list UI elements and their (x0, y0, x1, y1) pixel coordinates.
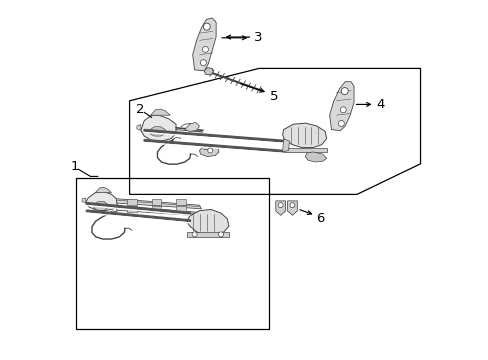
Circle shape (278, 203, 283, 208)
Polygon shape (275, 201, 285, 215)
Polygon shape (94, 202, 107, 210)
Circle shape (218, 232, 223, 237)
Polygon shape (116, 206, 201, 216)
Polygon shape (176, 206, 185, 212)
Polygon shape (305, 152, 326, 162)
Polygon shape (151, 206, 161, 212)
Polygon shape (127, 206, 137, 212)
Polygon shape (85, 192, 117, 211)
Circle shape (340, 107, 346, 113)
Circle shape (200, 60, 206, 66)
Circle shape (203, 23, 210, 30)
Text: 1: 1 (70, 160, 79, 173)
Circle shape (341, 87, 347, 95)
Polygon shape (199, 145, 219, 157)
Polygon shape (151, 199, 161, 205)
Polygon shape (137, 125, 141, 130)
Polygon shape (192, 18, 216, 71)
Circle shape (192, 232, 197, 237)
Polygon shape (186, 210, 228, 235)
Polygon shape (82, 198, 85, 203)
Polygon shape (150, 127, 165, 136)
Circle shape (289, 203, 294, 208)
Text: 3: 3 (253, 31, 262, 44)
Circle shape (202, 46, 208, 52)
Polygon shape (116, 199, 201, 209)
Text: 6: 6 (315, 212, 324, 225)
Circle shape (207, 148, 212, 153)
Polygon shape (176, 199, 185, 205)
Polygon shape (282, 139, 289, 152)
Polygon shape (283, 148, 326, 152)
Text: 2: 2 (136, 103, 144, 116)
Text: 5: 5 (269, 90, 278, 103)
Polygon shape (184, 122, 199, 131)
Polygon shape (95, 187, 111, 193)
Polygon shape (141, 115, 176, 141)
Polygon shape (282, 123, 326, 148)
Polygon shape (287, 201, 297, 215)
Polygon shape (127, 199, 137, 205)
Polygon shape (204, 68, 213, 75)
Polygon shape (186, 232, 228, 237)
Polygon shape (329, 82, 353, 131)
Circle shape (338, 121, 344, 126)
Text: 4: 4 (375, 98, 384, 111)
Polygon shape (150, 109, 170, 115)
